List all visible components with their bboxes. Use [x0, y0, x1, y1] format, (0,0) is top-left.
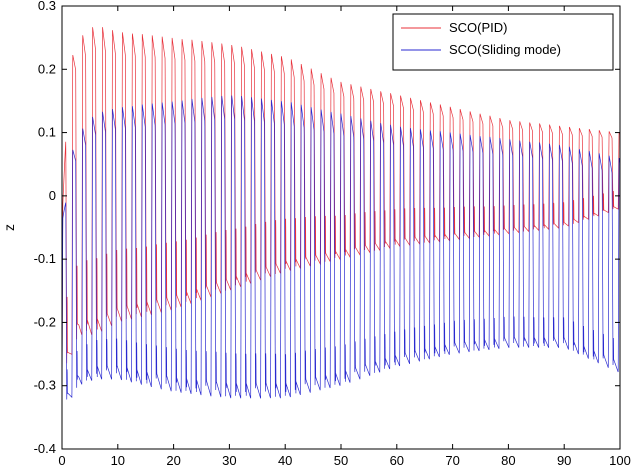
plot-area: 0 10 20 30 40 50 60 70 80 90 100 -0.4 -0.3 -0.2 -0.1 0 0…	[34, 0, 631, 468]
x-tick-label: 80	[501, 453, 515, 468]
y-tick-label: -0.3	[34, 378, 56, 393]
x-tick-label: 20	[166, 453, 180, 468]
x-tick-label: 40	[278, 453, 292, 468]
x-tick-label: 60	[390, 453, 404, 468]
x-tick-label: 100	[609, 453, 631, 468]
x-tick-label: 70	[445, 453, 459, 468]
y-tick-label: -0.4	[34, 441, 56, 456]
legend-items: SCO(PID) SCO(Sliding mode)	[401, 20, 561, 57]
legend: SCO(PID) SCO(Sliding mode)	[392, 13, 614, 71]
y-tick-label: 0.1	[38, 125, 56, 140]
y-tick-label: -0.1	[34, 251, 56, 266]
series-line-1	[61, 27, 621, 386]
x-tick-label: 90	[557, 453, 571, 468]
y-tick-label: -0.2	[34, 314, 56, 329]
series-layer	[61, 27, 621, 405]
legend-label-1: SCO(PID)	[449, 20, 508, 35]
x-tick-label: 30	[222, 453, 236, 468]
y-tick-label: 0	[49, 188, 56, 203]
series-line-2	[61, 95, 621, 405]
legend-label-2: SCO(Sliding mode)	[449, 42, 561, 57]
y-axis-label: z	[1, 224, 17, 231]
x-tick-label: 0	[58, 453, 65, 468]
y-tick-label: 0.2	[38, 61, 56, 76]
legend-box	[392, 13, 614, 71]
x-tick-label: 10	[111, 453, 125, 468]
x-tick-label: 50	[334, 453, 348, 468]
y-tick-label: 0.3	[38, 0, 56, 13]
ticks-layer: 0 10 20 30 40 50 60 70 80 90 100 -0.4 -0.3 -0.2 -0.1 0 0…	[34, 0, 631, 468]
